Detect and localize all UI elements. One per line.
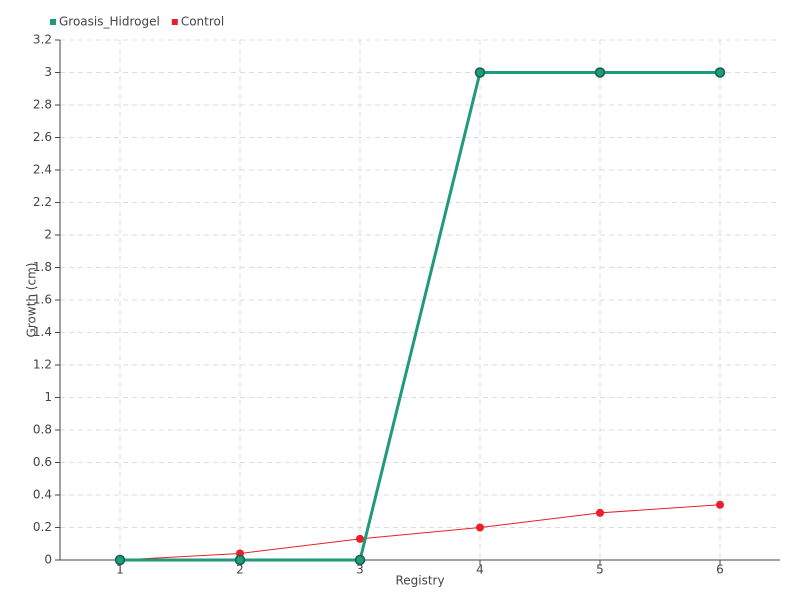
y-tick-label: 0.2	[33, 520, 52, 534]
data-point	[596, 508, 604, 517]
y-tick-label: 1	[44, 390, 52, 404]
legend-swatch	[171, 19, 178, 25]
series-line	[120, 71, 720, 562]
x-tick-label: 4	[476, 563, 484, 577]
x-tick-label: 6	[716, 563, 724, 577]
data-point	[714, 67, 726, 78]
y-tick-label: 0.6	[33, 455, 52, 469]
data-point	[234, 554, 246, 566]
y-tick-label: 1.6	[33, 293, 52, 307]
x-tick-label: 2	[236, 563, 244, 577]
data-point	[474, 67, 486, 78]
data-point	[114, 554, 126, 566]
y-tick-label: 0	[44, 553, 52, 567]
data-point	[356, 534, 364, 543]
y-tick-label: 3	[44, 65, 52, 79]
data-point	[476, 523, 484, 532]
x-tick-label: 5	[596, 563, 604, 577]
data-point	[594, 67, 606, 78]
legend-label: Groasis_Hidrogel	[59, 15, 160, 29]
y-tick-label: 1.2	[33, 358, 52, 372]
data-point	[716, 500, 724, 509]
y-axis-label: Growth (cm)	[25, 263, 39, 338]
y-tick-label: 0.8	[33, 423, 52, 437]
legend-label: Control	[181, 15, 224, 29]
y-tick-label: 1.8	[33, 260, 52, 274]
y-tick-label: 1.4	[33, 325, 52, 339]
legend-swatch	[50, 19, 56, 25]
y-tick-label: 2.8	[33, 98, 52, 112]
y-tick-label: 3.2	[33, 33, 52, 47]
y-tick-label: 0.4	[33, 488, 52, 502]
y-tick-label: 2.6	[33, 130, 52, 144]
series-line	[119, 504, 721, 561]
data-point	[354, 554, 366, 566]
y-tick-label: 2.2	[33, 195, 52, 209]
x-tick-label: 1	[116, 563, 124, 577]
x-axis-label: Registry	[395, 574, 444, 588]
x-tick-label: 3	[356, 563, 364, 577]
y-tick-label: 2	[44, 228, 52, 242]
y-tick-label: 2.4	[33, 163, 52, 177]
